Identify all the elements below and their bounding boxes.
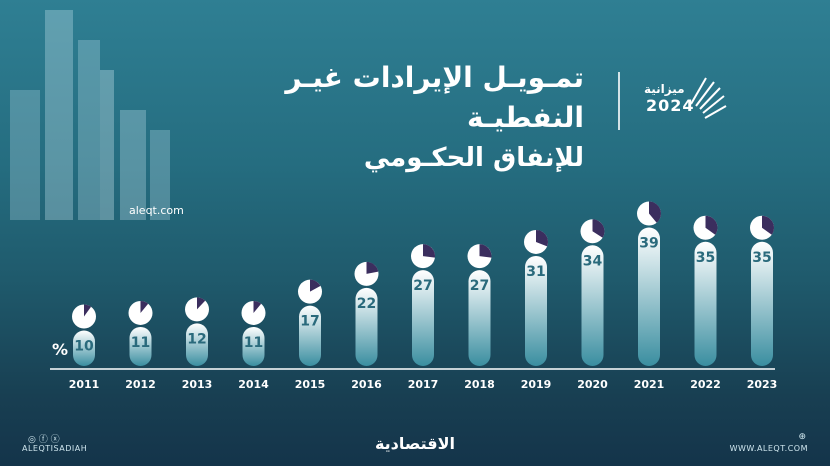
bar-2022 [694,241,717,366]
x-tick-2017: 2017 [408,378,439,391]
pie-slice-2017 [423,244,435,258]
bar-2011 [73,330,95,366]
pie-slice-2015 [310,279,321,292]
data-label-2022: 35 [696,250,715,266]
title-divider [618,72,620,130]
x-tick-2018: 2018 [464,378,495,391]
bar-2020 [581,245,604,366]
x-tick-2023: 2023 [747,378,778,391]
data-label-2014: 11 [244,335,263,351]
data-label-2023: 35 [752,250,771,266]
pie-slice-2016 [366,261,379,274]
data-label-2019: 31 [526,264,545,280]
footer-handle: ALEQTISADIAH [22,444,88,453]
site-url: aleqt.com [129,204,184,217]
bar-2013 [186,323,208,366]
bar-2014 [242,326,265,366]
x-tick-2014: 2014 [238,378,269,391]
x-tick-2015: 2015 [295,378,326,391]
bar-2019 [525,255,547,366]
pie-slice-2013 [197,297,206,310]
pie-slice-2018 [479,244,492,258]
globe-icon: ⊕ [798,432,806,442]
bar-2015 [299,305,321,366]
pie-slice-2011 [84,304,92,317]
x-tick-2013: 2013 [182,378,213,391]
title-line-2: للإنفاق الحكـومي [363,143,584,173]
data-label-2018: 27 [470,278,489,294]
pie-slice-2020 [592,219,605,238]
pie-slice-2012 [140,300,149,313]
bar-2012 [129,326,152,366]
bar-2023 [751,241,773,366]
chart-title: تمـويـل الإيرادات غيـر النفطيـة للإنفاق … [164,58,584,178]
pie-slice-2014 [253,300,262,313]
bar-2021 [638,227,660,366]
data-label-2016: 22 [357,296,376,312]
data-label-2017: 27 [413,278,432,294]
data-label-2011: 10 [74,339,94,355]
pie-slice-2023 [762,215,774,235]
pie-slice-2022 [705,215,718,235]
footer-url: WWW.ALEQT.COM [729,444,808,453]
bar-2018 [468,270,491,366]
pie-slice-2019 [536,229,548,247]
unit-label: % [52,340,69,359]
brand-logo: الاقتصادية [374,434,456,453]
data-label-2012: 11 [131,335,150,351]
city-skyline-image [10,10,170,220]
x-tick-2021: 2021 [634,378,665,391]
title-line-1: تمـويـل الإيرادات غيـر النفطيـة [285,61,584,134]
logo-year: 2024 [646,96,695,115]
budget-logo-icon [690,77,727,119]
bar-2016 [355,287,378,366]
bar-2017 [412,270,434,366]
logo-name: ميزانية [644,82,685,96]
data-label-2020: 34 [583,253,603,269]
data-label-2021: 39 [639,236,658,252]
x-tick-2020: 2020 [577,378,608,391]
data-label-2013: 12 [187,331,206,347]
x-tick-2016: 2016 [351,378,382,391]
x-tick-2011: 2011 [69,378,100,391]
social-icons: ◎ ⓕ ⓧ [28,435,60,445]
x-tick-2019: 2019 [521,378,552,391]
data-label-2015: 17 [300,314,319,330]
pie-slice-2021 [649,201,662,223]
x-tick-2022: 2022 [690,378,721,391]
x-tick-2012: 2012 [125,378,156,391]
